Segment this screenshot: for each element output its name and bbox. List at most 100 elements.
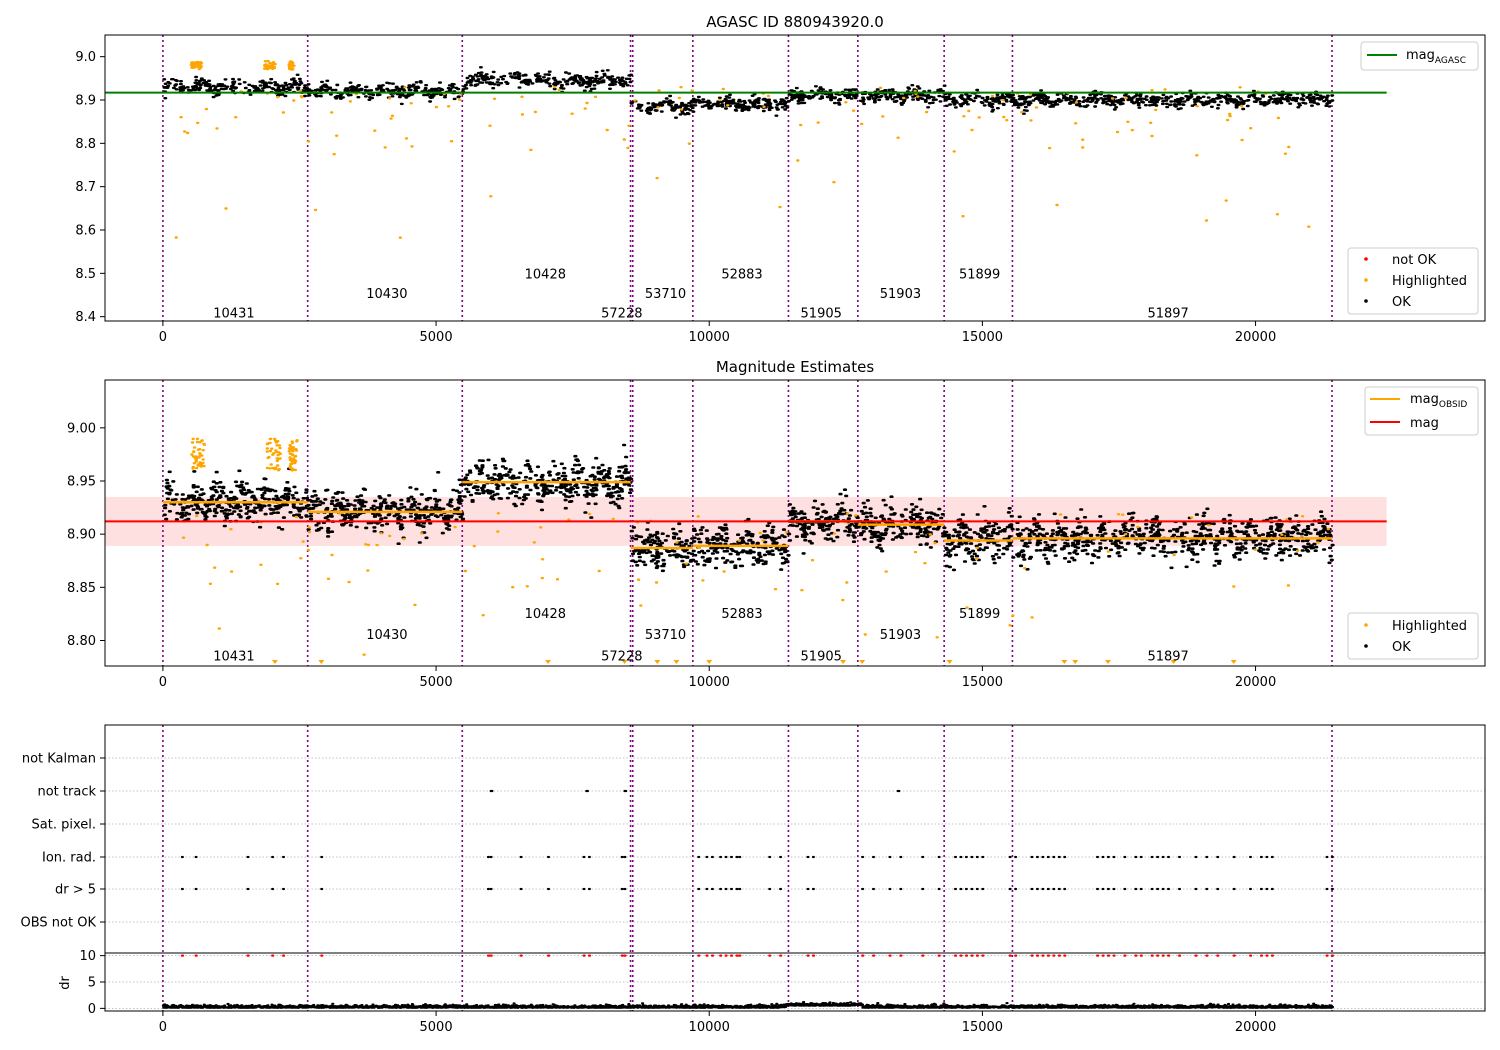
middle-x-tick-label: 0 [159, 675, 167, 690]
middle-offscale-marker [1105, 660, 1112, 664]
top-x-ticks: 0 5000 10000 15000 20000 [159, 321, 1276, 345]
middle-x-tick-label: 20000 [1235, 675, 1276, 690]
top-y-tick-label: 8.9 [75, 94, 96, 109]
middle-legend-highlighted-label: Highlighted [1392, 619, 1467, 634]
top-y-tick-label: 8.6 [75, 224, 96, 239]
middle-offscale-marker [1061, 660, 1068, 664]
middle-offscale-marker [654, 660, 661, 664]
middle-y-tick-label: 8.80 [67, 634, 96, 649]
middle-obs-label: 51897 [1147, 649, 1188, 664]
top-legend-mag: magAGASC [1360, 41, 1479, 71]
top-x-tick-label: 20000 [1235, 330, 1276, 345]
middle-obs-label: 51905 [801, 649, 842, 664]
dr-y-ticks: 0 5 10 [79, 949, 105, 1017]
top-x-tick-label: 0 [159, 330, 167, 345]
top-y-tick-label: 8.7 [75, 180, 96, 195]
dr-points [161, 954, 1335, 1009]
top-highlighted-points [174, 59, 1311, 239]
flags-x-tick-label: 20000 [1235, 1020, 1276, 1035]
middle-offscale-marker [706, 660, 713, 664]
top-legend-points: not OK Highlighted OK [1347, 247, 1479, 315]
middle-obs-label: 10431 [213, 649, 254, 664]
flags-category-label: OBS not OK [21, 916, 97, 931]
middle-legend-points: Highlighted OK [1347, 612, 1479, 660]
top-obs-label: 52883 [721, 267, 762, 282]
middle-x-tick-label: 5000 [420, 675, 453, 690]
flags-points [180, 789, 1334, 891]
top-legend-mag-box [1360, 41, 1479, 71]
top-y-tick-label: 9.0 [75, 50, 96, 65]
top-axes-frame [104, 34, 1486, 322]
middle-legend-ok-marker [1364, 644, 1368, 648]
flags-x-tick-label: 10000 [689, 1020, 730, 1035]
middle-points [162, 437, 1335, 664]
middle-legend-obsid-label: magOBSID [1410, 392, 1467, 410]
flags-category-label: dr > 5 [55, 883, 96, 898]
middle-offscale-marker [840, 660, 847, 664]
middle-legend-highlighted-marker [1364, 623, 1368, 627]
top-obs-label: 10428 [525, 267, 566, 282]
flags-grid [105, 757, 1485, 1009]
top-x-tick-label: 10000 [689, 330, 730, 345]
flags-category-label: not track [37, 785, 96, 800]
middle-y-tick-label: 8.90 [67, 528, 96, 543]
top-y-ticks: 8.4 8.5 8.6 8.7 8.8 8.9 9.0 [75, 50, 105, 325]
top-obs-label: 57228 [601, 306, 642, 321]
dr-y-tick-label: 5 [88, 976, 96, 991]
middle-offscale-marker [673, 660, 680, 664]
flags-panel: not Kalman not track Sat. pixel. Ion. rad. d… [21, 724, 1486, 1035]
flags-axes-frame [104, 724, 1486, 1012]
middle-offscale-marker [271, 660, 278, 664]
middle-highlighted-points [181, 437, 1330, 656]
middle-obs-label: 53710 [645, 628, 686, 643]
top-legend-highlighted-marker [1364, 278, 1368, 282]
top-obs-label: 10431 [213, 306, 254, 321]
middle-offscale-marker [1072, 660, 1079, 664]
top-x-tick-label: 15000 [962, 330, 1003, 345]
middle-obs-label: 57228 [601, 649, 642, 664]
middle-offscale-marker [621, 660, 628, 664]
middle-obs-label: 10428 [525, 607, 566, 622]
top-y-tick-label: 8.8 [75, 137, 96, 152]
flags-x-tick-label: 15000 [962, 1020, 1003, 1035]
middle-offscale-marker [946, 660, 953, 664]
top-y-tick-label: 8.4 [75, 310, 96, 325]
top-obs-label: 51905 [801, 306, 842, 321]
flags-x-tick-label: 5000 [420, 1020, 453, 1035]
top-legend-notok-marker [1364, 257, 1368, 261]
top-legend-highlighted-label: Highlighted [1392, 274, 1467, 289]
middle-title: Magnitude Estimates [716, 358, 874, 376]
top-title: AGASC ID 880943920.0 [706, 13, 884, 31]
flags-x-tick-label: 0 [159, 1020, 167, 1035]
top-legend-points-box [1347, 247, 1479, 315]
middle-obs-label: 10430 [366, 628, 407, 643]
flags-category-labels: not Kalman not track Sat. pixel. Ion. rad. d… [21, 752, 105, 931]
flags-category-label: Sat. pixel. [32, 818, 96, 833]
middle-offscale-marker [318, 660, 325, 664]
top-x-tick-label: 5000 [420, 330, 453, 345]
middle-legend-lines: magOBSID mag [1364, 386, 1479, 436]
flags-category-label: Ion. rad. [42, 851, 96, 866]
middle-ok-points [162, 443, 1335, 573]
middle-y-tick-label: 9.00 [67, 421, 96, 436]
middle-axes-frame [104, 379, 1486, 667]
top-legend-ok-label: OK [1392, 295, 1411, 310]
middle-legend-points-box [1347, 612, 1479, 660]
middle-x-ticks: 0 5000 10000 15000 20000 [159, 666, 1276, 690]
middle-offscale-marker [1230, 660, 1237, 664]
middle-x-tick-label: 10000 [689, 675, 730, 690]
top-obs-label: 51903 [880, 287, 921, 302]
flags-category-label: not Kalman [22, 752, 96, 767]
middle-obs-label: 51903 [880, 628, 921, 643]
dr-y-tick-label: 10 [79, 949, 96, 964]
middle-obs-label: 52883 [721, 607, 762, 622]
top-obs-label: 51899 [959, 267, 1000, 282]
top-y-tick-label: 8.5 [75, 267, 96, 282]
middle-y-tick-label: 8.95 [67, 475, 96, 490]
top-legend-notok-label: not OK [1392, 253, 1437, 268]
top-obs-label: 53710 [645, 287, 686, 302]
middle-offscale-marker [1170, 660, 1177, 664]
